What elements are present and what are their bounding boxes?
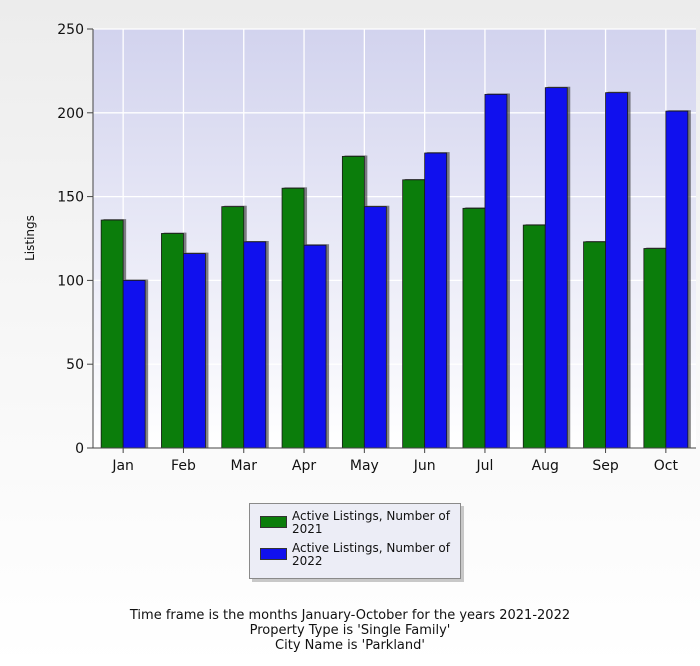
legend: Active Listings, Number of 2021 Active L…	[249, 503, 461, 579]
bar-front	[424, 152, 448, 449]
bar-front	[605, 92, 628, 449]
bar-2021-sep	[583, 240, 609, 449]
bar-2022-jun	[424, 152, 450, 449]
x-tick-label-may: May	[350, 458, 379, 474]
bar-front	[221, 206, 245, 449]
bar-front	[303, 244, 327, 449]
bar-2022-feb	[183, 252, 209, 449]
bar-2021-jul	[462, 207, 488, 449]
bar-front	[281, 187, 305, 449]
legend-swatch-2022	[260, 548, 287, 560]
caption-property-type: Property Type is 'Single Family'	[249, 623, 451, 638]
axes: 0 50 100 150 200 250 Jan Feb Mar Apr May Jun Jul Aug S…	[57, 22, 696, 474]
x-tick-label-aug: Aug	[532, 458, 559, 474]
legend-label-2022-line1: Active Listings, Number of	[292, 541, 450, 555]
bar-2022-sep	[605, 91, 631, 449]
x-tick-label-jan: Jan	[111, 458, 134, 474]
y-tick-label: 100	[57, 273, 84, 289]
bar-front	[643, 248, 667, 449]
bar-2021-jun	[402, 178, 428, 449]
bar-2021-feb	[161, 232, 187, 449]
bar-2021-aug	[522, 224, 549, 449]
x-tick-label-sep: Sep	[592, 458, 619, 474]
bar-front	[341, 155, 365, 449]
bar-side	[506, 93, 510, 449]
bar-2021-oct	[643, 247, 669, 449]
bar-side	[205, 252, 209, 448]
legend-label-2022: Active Listings, Number of 2022	[292, 542, 457, 568]
bar-2022-mar	[243, 240, 269, 449]
bar-side	[567, 86, 571, 448]
y-tick-label: 150	[57, 190, 84, 206]
bar-2022-aug	[544, 86, 571, 449]
bar-front	[183, 253, 206, 449]
y-tick-label: 50	[66, 357, 84, 373]
bar-front	[161, 233, 184, 449]
y-tick-label: 200	[57, 106, 84, 122]
x-tick-label-feb: Feb	[171, 458, 196, 474]
bar-front	[484, 93, 508, 449]
legend-label-2022-line2: 2022	[292, 554, 323, 568]
bar-2022-oct	[665, 110, 691, 449]
x-tick-label-apr: Apr	[292, 458, 316, 474]
bar-side	[326, 244, 330, 448]
chart-caption: Time frame is the months January-October…	[0, 608, 700, 653]
x-tick-label-jun: Jun	[413, 458, 436, 474]
bar-front	[544, 87, 568, 449]
bar-front	[363, 206, 387, 449]
bar-front	[583, 241, 606, 449]
bar-front	[243, 241, 267, 449]
bar-2021-may	[341, 155, 368, 449]
legend-label-2021-line1: Active Listings, Number of	[292, 509, 450, 523]
y-axis-label: Listings	[23, 215, 37, 261]
bar-2021-mar	[221, 205, 247, 449]
bar-2022-jul	[484, 93, 510, 449]
bar-front	[522, 224, 546, 449]
bar-2022-may	[363, 205, 390, 449]
bar-2021-jan	[100, 219, 127, 449]
bar-front	[122, 279, 146, 449]
legend-item-2021: Active Listings, Number of 2021	[260, 510, 457, 536]
caption-timeframe: Time frame is the months January-October…	[129, 608, 571, 623]
bar-side	[145, 279, 149, 448]
y-tick-label: 0	[75, 441, 84, 457]
legend-item-2022: Active Listings, Number of 2022	[260, 542, 457, 568]
caption-city-name: City Name is 'Parkland'	[275, 638, 425, 653]
bar-2021-apr	[281, 187, 308, 449]
bar-side	[386, 205, 390, 448]
bar-side	[687, 110, 691, 448]
bar-2022-jan	[122, 279, 149, 449]
bar-2022-apr	[303, 244, 330, 449]
legend-swatch-2021	[260, 516, 287, 528]
bar-front	[462, 207, 486, 449]
y-tick-label: 250	[57, 22, 84, 38]
bar-side	[627, 91, 631, 449]
x-tick-label-jul: Jul	[475, 458, 493, 474]
legend-label-2021-line2: 2021	[292, 522, 323, 536]
bar-front	[402, 179, 426, 449]
bar-chart: 0 50 100 150 200 250 Jan Feb Mar Apr May Jun Jul Aug S…	[23, 22, 696, 474]
bar-front	[665, 110, 689, 449]
bar-front	[100, 219, 124, 449]
legend-label-2021: Active Listings, Number of 2021	[292, 510, 457, 536]
bar-side	[265, 240, 269, 448]
x-tick-label-oct: Oct	[654, 458, 679, 474]
bar-side	[446, 152, 450, 448]
x-tick-label-mar: Mar	[231, 458, 258, 474]
